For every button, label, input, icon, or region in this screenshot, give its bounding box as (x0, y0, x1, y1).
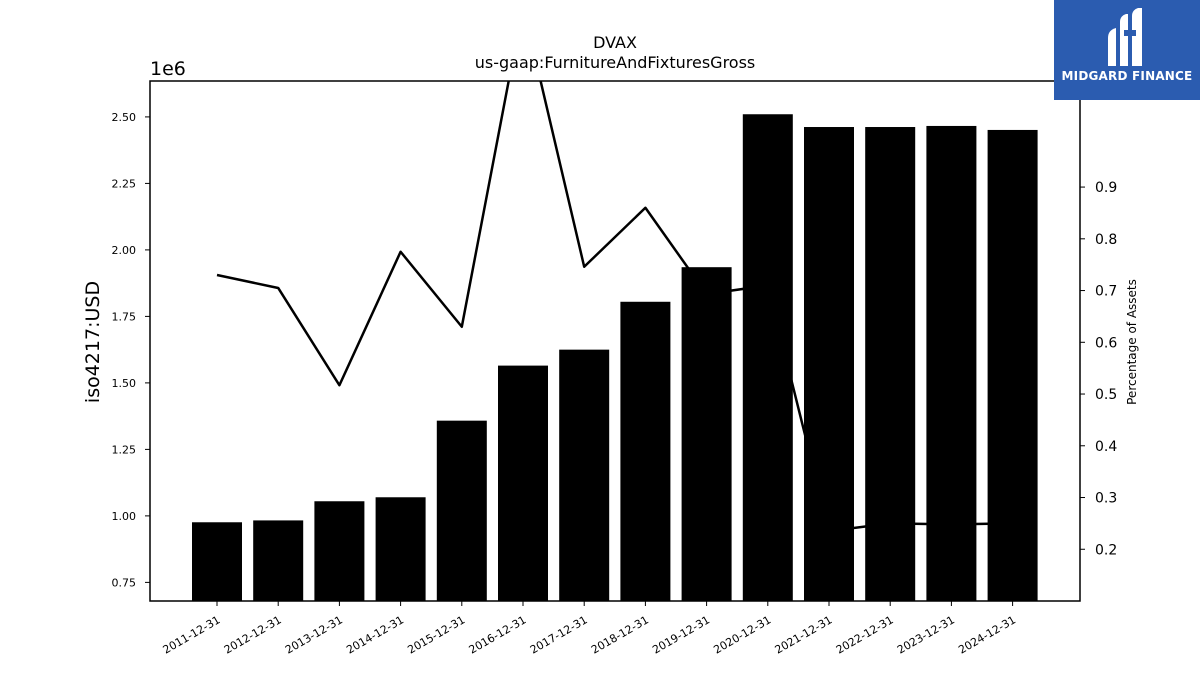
y2-tick-label-0.7: 0.7 (1095, 284, 1117, 300)
y-tick-label-2.50: 2.50 (112, 111, 137, 124)
bar-2016-12-31 (498, 365, 548, 601)
midgard-finance-logo: MIDGARD FINANCE (1054, 0, 1200, 100)
bar-2012-12-31 (253, 520, 304, 601)
bar-2014-12-31 (375, 497, 426, 601)
y-tick-label-1.75: 1.75 (112, 310, 137, 323)
x-tick-label-2015-12-31: 2015-12-31 (405, 613, 467, 656)
bar-2013-12-31 (314, 501, 365, 601)
x-tick-label-2024-12-31: 2024-12-31 (956, 613, 1018, 656)
chart-title: DVAX (593, 33, 637, 52)
bar-2021-12-31 (804, 127, 854, 601)
y2-tick-label-0.5: 0.5 (1095, 387, 1117, 403)
x-tick-label-2014-12-31: 2014-12-31 (344, 613, 406, 656)
x-tick-label-2019-12-31: 2019-12-31 (650, 613, 712, 656)
x-tick-label-2017-12-31: 2017-12-31 (528, 613, 590, 656)
y-tick-label-2.00: 2.00 (112, 244, 137, 257)
x-tick-label-2011-12-31: 2011-12-31 (161, 613, 223, 656)
y2-tick-label-0.4: 0.4 (1095, 439, 1117, 455)
x-tick-label-2018-12-31: 2018-12-31 (589, 613, 651, 656)
y-tick-label-0.75: 0.75 (112, 576, 137, 589)
y-tick-label-1.50: 1.50 (112, 377, 137, 390)
bar-2018-12-31 (620, 301, 671, 601)
y-tick-label-2.25: 2.25 (112, 177, 137, 190)
y-axis-label: iso4217:USD (82, 281, 104, 403)
y-tick-label-1.00: 1.00 (112, 510, 137, 523)
y-offset-label: 1e6 (150, 58, 186, 80)
bar-2015-12-31 (436, 420, 487, 601)
y-tick-label-1.25: 1.25 (112, 443, 137, 456)
bar-2024-12-31 (987, 129, 1038, 601)
x-tick-label-2016-12-31: 2016-12-31 (467, 613, 529, 656)
y2-tick-label-0.2: 0.2 (1095, 542, 1117, 558)
x-tick-label-2012-12-31: 2012-12-31 (222, 613, 284, 656)
logo-text: MIDGARD FINANCE (1061, 69, 1193, 83)
bar-2022-12-31 (865, 127, 916, 601)
x-tick-label-2023-12-31: 2023-12-31 (895, 613, 957, 656)
chart-subtitle: us-gaap:FurnitureAndFixturesGross (475, 53, 756, 72)
bar-2023-12-31 (926, 125, 977, 601)
y2-tick-label-0.8: 0.8 (1095, 232, 1117, 248)
bar-2019-12-31 (681, 267, 732, 601)
percentage-line (216, 81, 1013, 533)
y2-axis-label: Percentage of Assets (1125, 279, 1139, 405)
bar-2011-12-31 (192, 522, 242, 601)
x-tick-label-2021-12-31: 2021-12-31 (773, 613, 835, 656)
y2-tick-label-0.6: 0.6 (1095, 335, 1117, 351)
bar-2017-12-31 (559, 349, 610, 601)
x-tick-label-2022-12-31: 2022-12-31 (834, 613, 896, 656)
plot-frame (149, 80, 1081, 602)
x-tick-label-2020-12-31: 2020-12-31 (711, 613, 773, 656)
y2-tick-label-0.3: 0.3 (1095, 491, 1117, 507)
x-tick-label-2013-12-31: 2013-12-31 (283, 613, 345, 656)
bar-2020-12-31 (742, 114, 793, 601)
y2-tick-label-0.9: 0.9 (1095, 180, 1117, 196)
midgard-logo-icon (1108, 8, 1142, 66)
